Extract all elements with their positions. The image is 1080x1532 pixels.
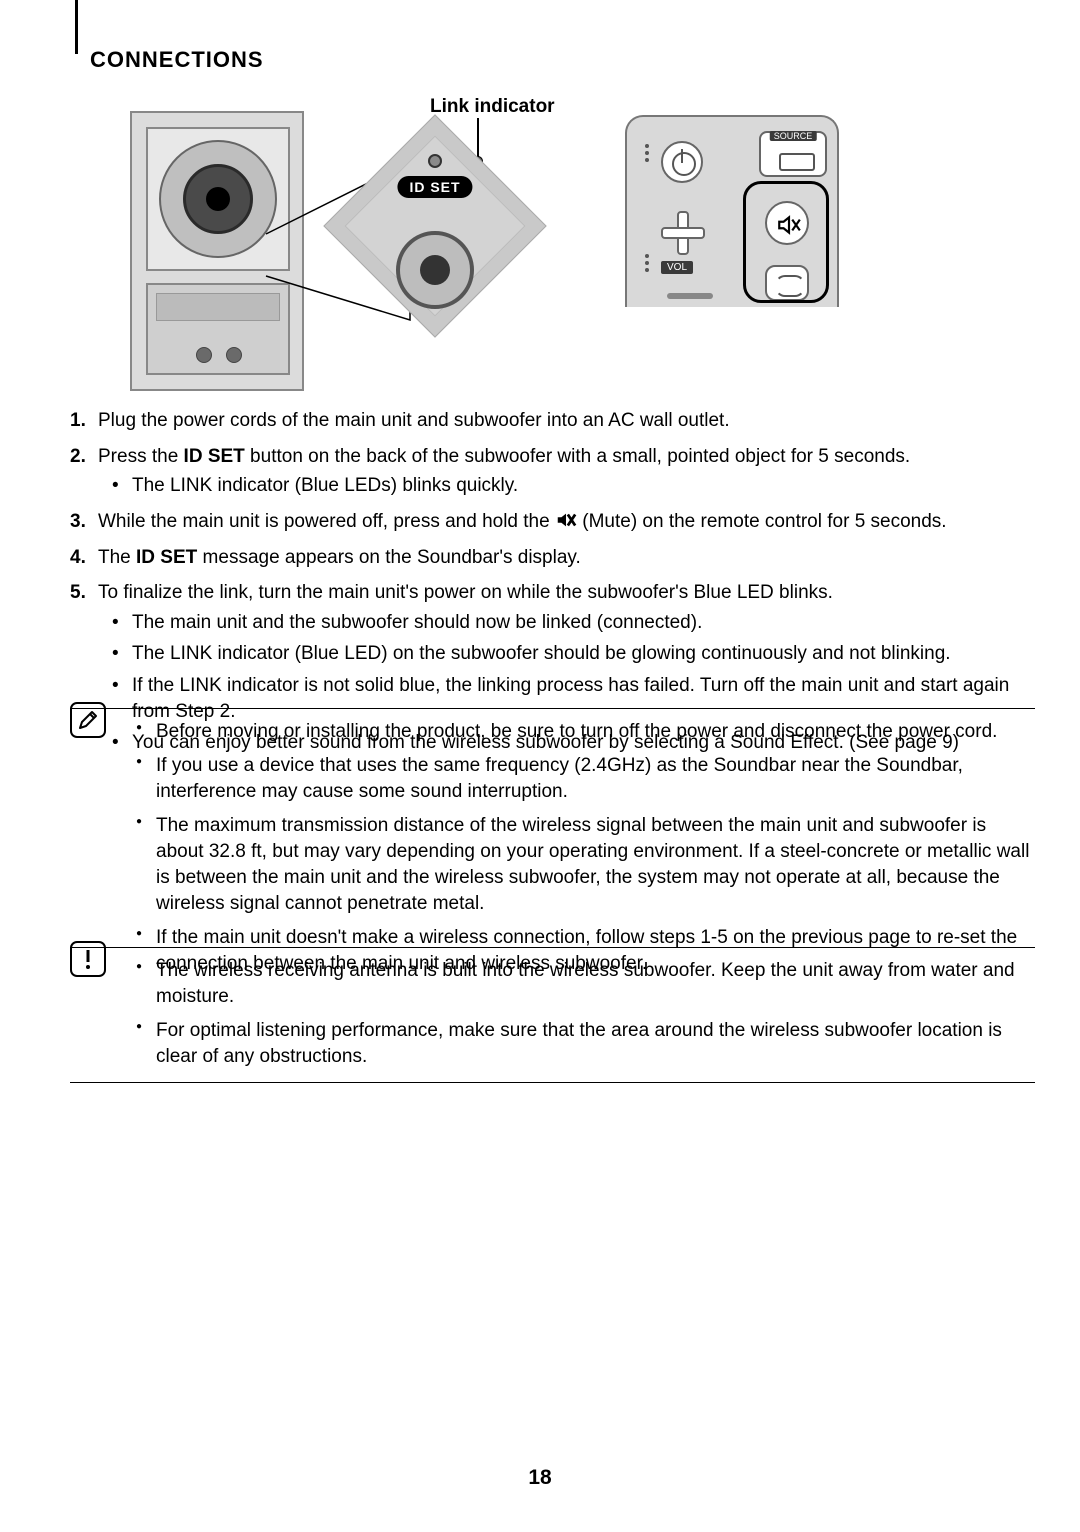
link-led-icon — [428, 154, 442, 168]
caution-icon — [70, 941, 106, 977]
step-text: While the main unit is powered off, pres… — [98, 511, 947, 532]
step-sub-item: The LINK indicator (Blue LEDs) blinks qu… — [98, 473, 1020, 499]
step-text: Press the ID SET button on the back of t… — [98, 446, 910, 467]
note-icon — [70, 702, 106, 738]
source-label: SOURCE — [770, 131, 817, 141]
step-item: 2. Press the ID SET button on the back of… — [70, 444, 1020, 499]
remote-highlight-box — [743, 181, 829, 303]
step-item: 3. While the main unit is powered off, pr… — [70, 509, 1020, 535]
step-text: To finalize the link, turn the main unit… — [98, 582, 833, 603]
power-icon — [661, 141, 703, 183]
step-number: 5. — [70, 580, 86, 606]
step-sub-item: The LINK indicator (Blue LED) on the sub… — [98, 641, 1020, 667]
page-number: 18 — [0, 1466, 1080, 1490]
remote-illustration: SOURCE VOL — [625, 115, 839, 307]
mute-inline-icon — [555, 509, 577, 529]
side-rule — [75, 0, 78, 54]
step-number: 2. — [70, 444, 86, 470]
section-title: CONNECTIONS — [90, 47, 264, 73]
source-button-icon: SOURCE — [759, 131, 827, 177]
step-text: Plug the power cords of the main unit an… — [98, 410, 730, 431]
step-item: 1. Plug the power cords of the main unit … — [70, 408, 1020, 434]
idset-detail: ID SET — [345, 136, 525, 316]
vol-label: VOL — [661, 261, 693, 274]
step-item: 4. The ID SET message appears on the Soun… — [70, 545, 1020, 571]
caution-block: The wireless receiving antenna is built … — [70, 933, 1035, 1093]
caution-item: For optimal listening performance, make … — [136, 1018, 1035, 1070]
step-number: 1. — [70, 408, 86, 434]
step-sub-item: The main unit and the subwoofer should n… — [98, 610, 1020, 636]
note-item: If you use a device that uses the same f… — [136, 753, 1035, 805]
step-number: 4. — [70, 545, 86, 571]
note-item: Before moving or installing the product,… — [136, 719, 1035, 745]
caution-item: The wireless receiving antenna is built … — [136, 958, 1035, 1010]
volume-plus-icon — [657, 207, 705, 255]
step-number: 3. — [70, 509, 86, 535]
idset-badge: ID SET — [397, 176, 472, 198]
link-indicator-label: Link indicator — [430, 96, 555, 118]
step-text: The ID SET message appears on the Soundb… — [98, 547, 581, 568]
note-item: The maximum transmission distance of the… — [136, 813, 1035, 917]
diagram: Link indicator ID SET SOURCE VOL — [130, 96, 970, 396]
